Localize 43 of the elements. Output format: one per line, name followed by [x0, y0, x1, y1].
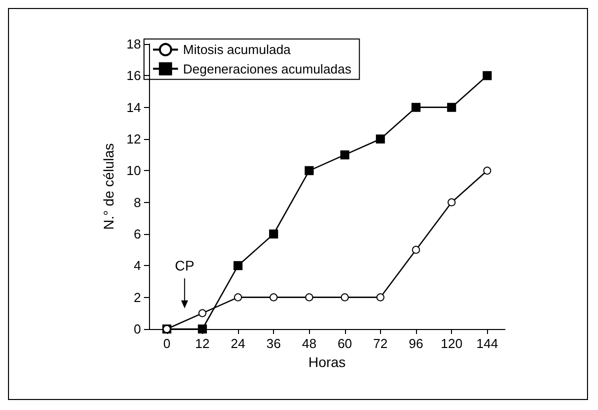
x-tick-label: 72: [373, 336, 388, 351]
point: [483, 166, 492, 175]
point: [340, 293, 349, 302]
point: [234, 261, 242, 270]
y-tick-label: 12: [126, 132, 141, 146]
point: [198, 309, 206, 318]
x-tick-label: 36: [266, 336, 281, 351]
point: [412, 246, 420, 254]
point: [340, 150, 350, 160]
x-tick-label: 24: [230, 336, 246, 351]
y-tick-label: 16: [126, 68, 141, 84]
point: [269, 230, 278, 238]
x-axis-title: Horas: [308, 354, 346, 370]
point: [305, 293, 314, 302]
point: [234, 293, 242, 302]
x-tick-label: 60: [338, 336, 352, 351]
point: [448, 198, 456, 206]
x-tick-label: 48: [302, 336, 316, 351]
y-tick-label: 6: [134, 226, 141, 242]
point: [304, 166, 314, 176]
point: [270, 293, 278, 302]
y-tick-label: 18: [126, 36, 141, 52]
x-tick-label: 120: [440, 336, 462, 351]
y-tick-label: 14: [126, 100, 141, 115]
point: [376, 293, 384, 302]
x-tick-label: 96: [408, 336, 424, 351]
x-tick-label: 12: [195, 336, 210, 351]
y-tick-label: 10: [126, 163, 141, 178]
legend-label: Mitosis acumulada: [183, 42, 292, 58]
legend-label: Degeneraciones acumuladas: [183, 61, 352, 76]
x-tick-label: 144: [476, 336, 498, 351]
point: [412, 102, 420, 112]
point: [447, 102, 456, 112]
annotation: CP: [174, 257, 194, 274]
point: [198, 324, 207, 334]
x-tick-label: 0: [163, 336, 170, 351]
y-tick-label: 0: [134, 322, 141, 336]
y-tick-label: 8: [134, 194, 141, 210]
point: [482, 71, 492, 80]
y-tick-label: 4: [134, 258, 141, 274]
y-axis-title: N.° de células: [100, 143, 117, 230]
point: [376, 134, 385, 144]
y-tick-label: 2: [134, 290, 141, 305]
